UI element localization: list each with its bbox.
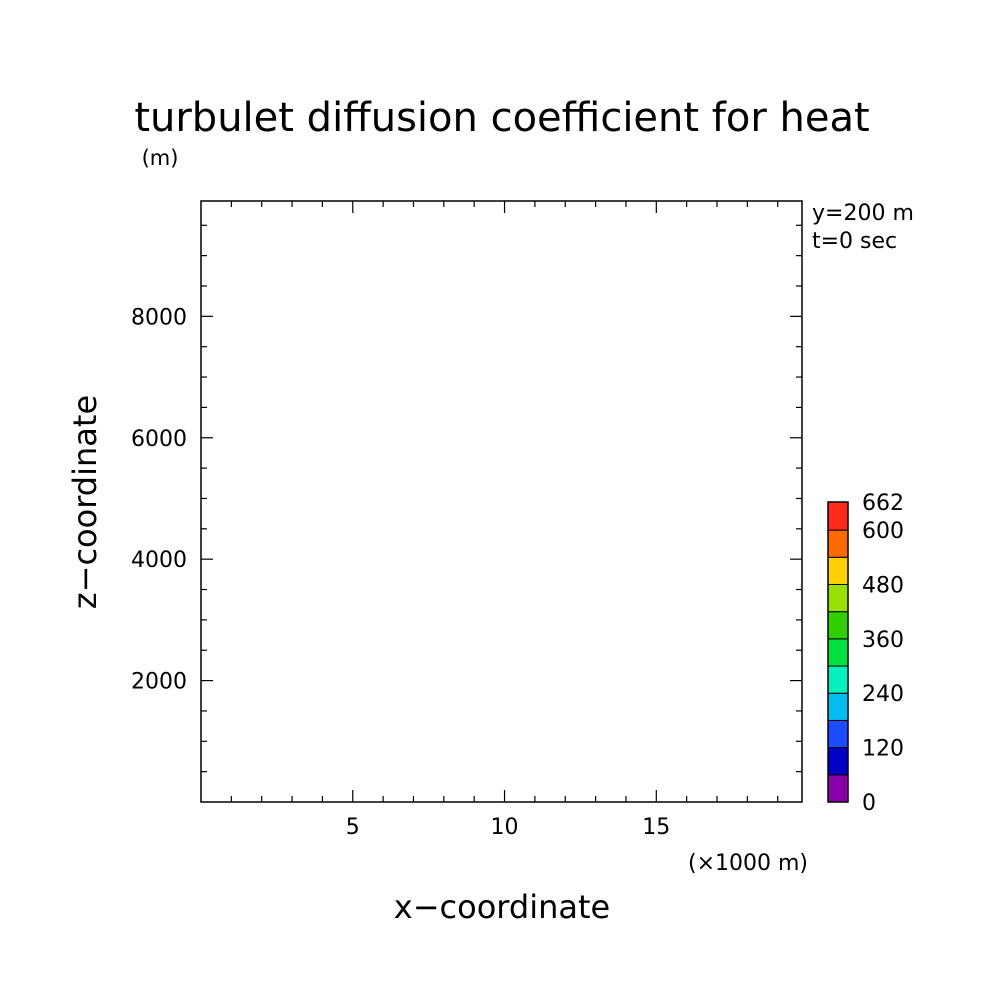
annotation-y: y=200 m	[812, 201, 914, 226]
colorbar-tick-label: 480	[862, 573, 904, 598]
x-tick-label: 15	[642, 815, 670, 840]
y-tick-label: 8000	[131, 305, 187, 330]
colorbar-level	[827, 556, 849, 585]
y-axis-label: z−coordinate	[66, 395, 104, 609]
colorbar-frame	[827, 501, 849, 803]
y-axis-unit: (m)	[142, 146, 179, 170]
colorbar-level	[827, 774, 849, 803]
annotation-t: t=0 sec	[812, 229, 897, 254]
colorbar-tick-label: 600	[862, 519, 904, 544]
y-tick-label: 6000	[131, 427, 187, 452]
colorbar-tick-label: 120	[862, 737, 904, 762]
x-axis-unit: (×1000 m)	[688, 851, 808, 876]
y-tick-label: 4000	[131, 548, 187, 573]
plot-area	[200, 200, 803, 803]
colorbar-level	[827, 529, 849, 558]
colorbar-level	[827, 611, 849, 640]
colorbar-level	[827, 583, 849, 613]
colorbar-tick-label: 0	[862, 791, 876, 816]
colorbar-level	[827, 692, 849, 721]
colorbar: 0 120 240 360 480 600 662	[827, 491, 904, 816]
colorbar-level	[827, 665, 849, 694]
x-axis-label: x−coordinate	[394, 888, 610, 926]
x-tick-label: 5	[346, 815, 360, 840]
colorbar-level	[827, 501, 849, 531]
x-tick-label: 10	[491, 815, 519, 840]
colorbar-level	[827, 719, 849, 749]
colorbar-tick-label: 662	[862, 491, 904, 516]
colorbar-level	[827, 638, 849, 667]
colorbar-tick-label: 240	[862, 682, 904, 707]
chart-title: turbulet diffusion coefficient for heat	[134, 95, 869, 141]
colorbar-level	[827, 747, 849, 776]
y-tick-label: 2000	[131, 670, 187, 695]
axis-tick-labels: 5 10 15 2000 4000 6000 8000	[131, 305, 670, 840]
axis-ticks	[201, 201, 802, 802]
colorbar-tick-label: 360	[862, 628, 904, 653]
